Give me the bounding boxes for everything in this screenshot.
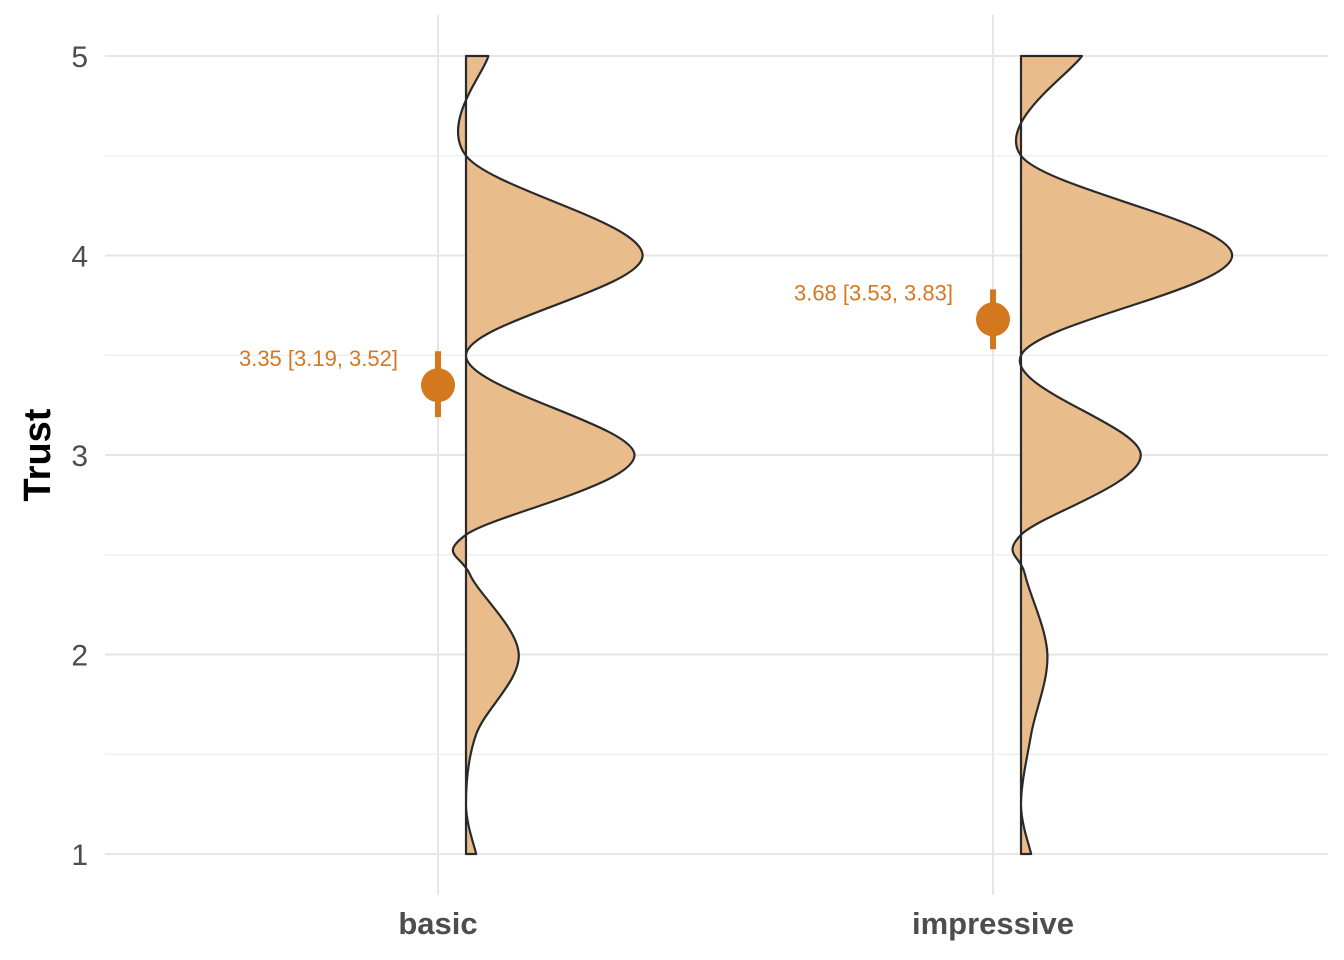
y-axis-label: Trust [17,408,59,501]
mean-point-basic [421,368,455,403]
mean-label-basic: 3.35 [3.19, 3.52] [239,346,398,371]
x-tick-label: basic [398,906,477,941]
y-axis-ticks: 1 2 3 4 5 [71,41,88,872]
y-tick-label: 5 [71,41,88,74]
violin-impressive [1011,54,1234,856]
y-tick-label: 1 [71,839,88,872]
grid-lines [105,15,1328,895]
violin-basic [451,54,644,856]
mean-points: 3.35 [3.19, 3.52] 3.68 [3.53, 3.83] [239,280,1010,418]
y-tick-label: 4 [71,241,88,274]
violins [451,54,1234,856]
x-axis-ticks: basic impressive [398,906,1074,941]
y-tick-label: 2 [71,640,88,673]
mean-point-impressive [976,302,1010,337]
x-tick-label: impressive [912,906,1074,941]
mean-label-impressive: 3.68 [3.53, 3.83] [794,280,953,305]
y-tick-label: 3 [71,440,88,473]
